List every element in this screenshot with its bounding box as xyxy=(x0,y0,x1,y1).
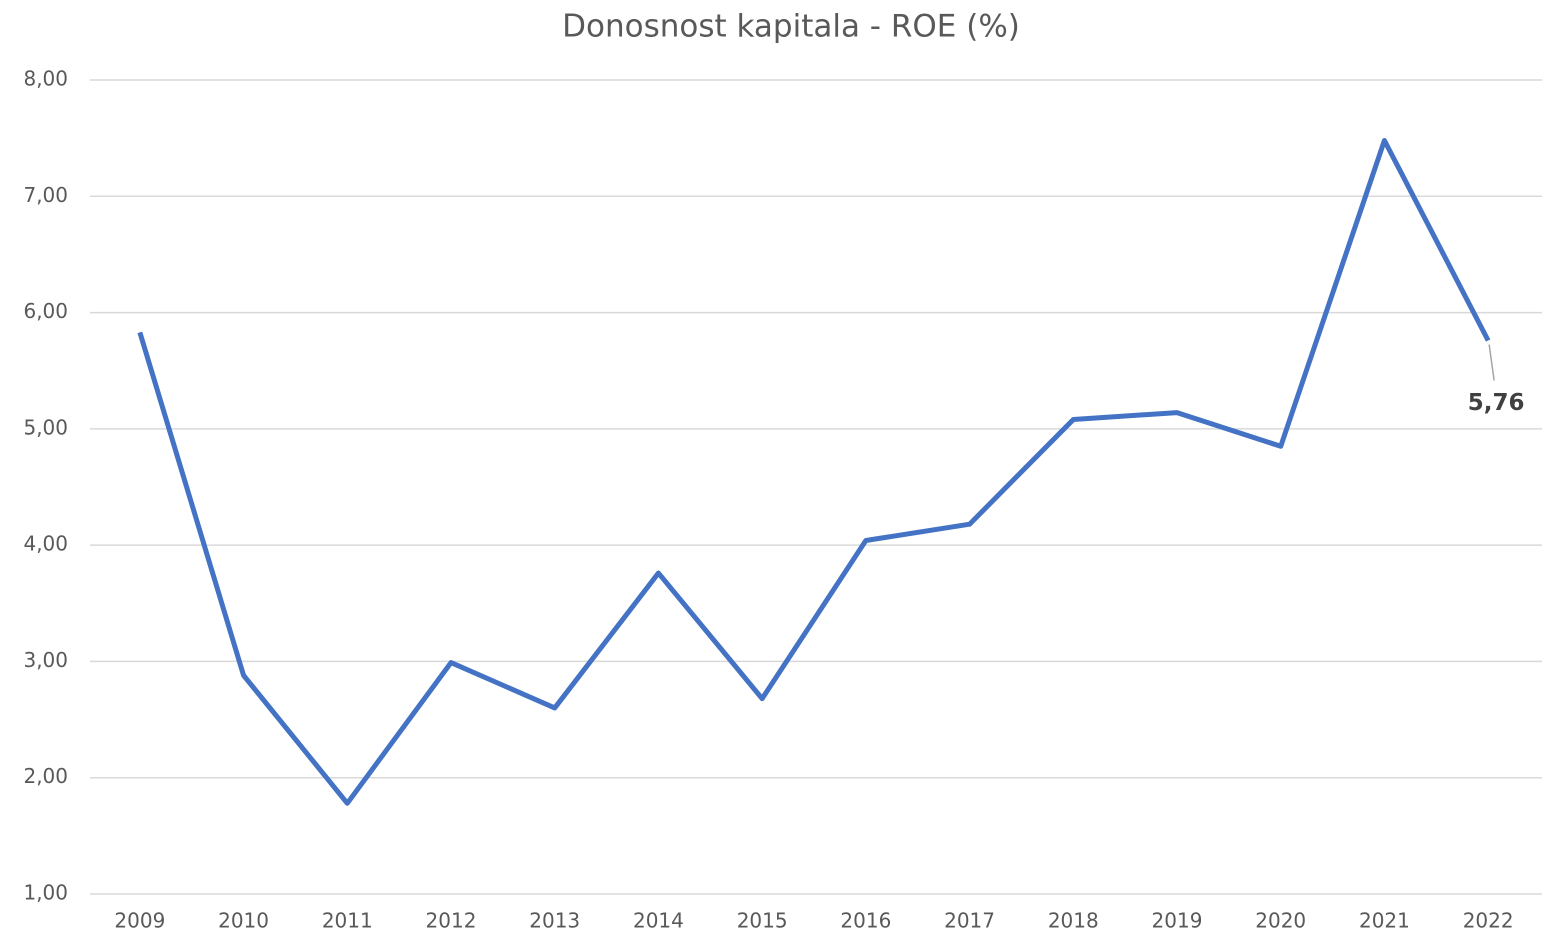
x-tick-label: 2012 xyxy=(426,909,477,933)
x-tick-label: 2020 xyxy=(1255,909,1306,933)
x-tick-label: 2021 xyxy=(1359,909,1410,933)
x-tick-label: 2019 xyxy=(1152,909,1203,933)
y-tick-label: 1,00 xyxy=(23,881,68,905)
y-tick-label: 4,00 xyxy=(23,532,68,556)
x-tick-label: 2018 xyxy=(1048,909,1099,933)
x-tick-label: 2015 xyxy=(737,909,788,933)
y-tick-label: 6,00 xyxy=(23,299,68,323)
y-tick-label: 3,00 xyxy=(23,648,68,672)
y-tick-label: 5,00 xyxy=(23,415,68,439)
x-tick-label: 2009 xyxy=(114,909,165,933)
x-tick-label: 2010 xyxy=(218,909,269,933)
x-tick-label: 2011 xyxy=(322,909,373,933)
leader-line xyxy=(1488,344,1495,381)
data-label: 5,76 xyxy=(1468,390,1525,416)
line xyxy=(137,137,1491,806)
x-tick-label: 2017 xyxy=(944,909,995,933)
x-tick-label: 2016 xyxy=(840,909,891,933)
x-tick-label: 2013 xyxy=(529,909,580,933)
x-tick-label: 2022 xyxy=(1463,909,1514,933)
y-tick-label: 8,00 xyxy=(23,67,68,91)
chart-title: Donosnost kapitala - ROE (%) xyxy=(562,9,1020,45)
y-tick-label: 7,00 xyxy=(23,183,68,207)
x-tick-label: 2014 xyxy=(633,909,684,933)
y-tick-label: 2,00 xyxy=(23,764,68,788)
